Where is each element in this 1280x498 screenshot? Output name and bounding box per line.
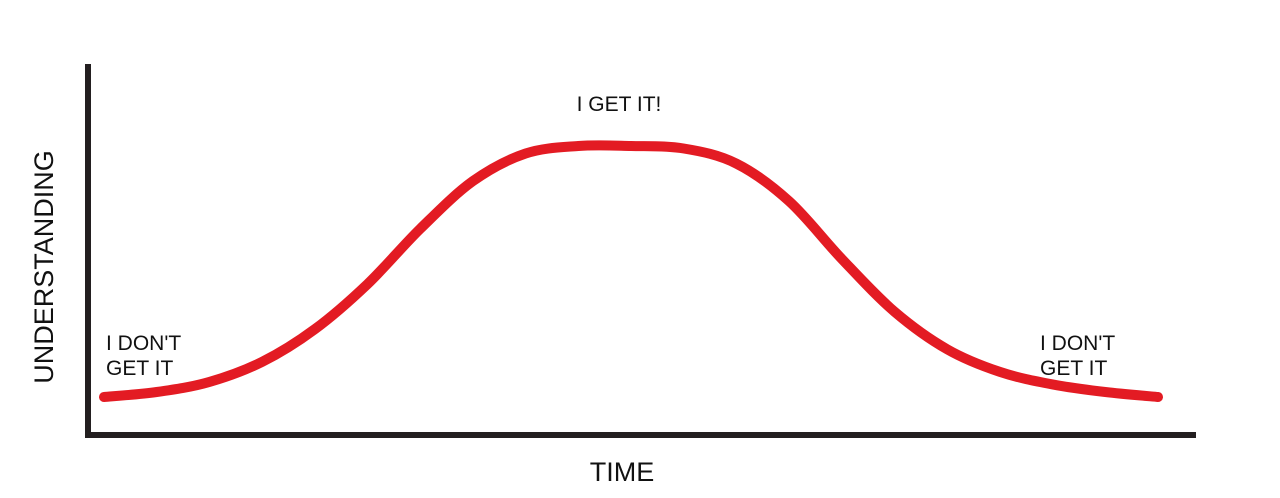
y-axis-label: UNDERSTANDING: [29, 150, 59, 384]
annotation-start: I DON'T GET IT: [106, 332, 187, 380]
annotation-end-line-1: I DON'T: [1040, 332, 1115, 355]
annotation-start-line-1: I DON'T: [106, 332, 181, 355]
annotation-peak-line-1: I GET IT!: [577, 93, 662, 116]
annotation-end: I DON'T GET IT: [1040, 332, 1121, 380]
understanding-curve-line: [99, 140, 1163, 402]
annotation-start-line-2: GET IT: [106, 357, 173, 380]
x-axis-label: TIME: [590, 457, 655, 487]
annotation-peak: I GET IT!: [577, 93, 662, 116]
annotation-end-line-2: GET IT: [1040, 357, 1107, 380]
